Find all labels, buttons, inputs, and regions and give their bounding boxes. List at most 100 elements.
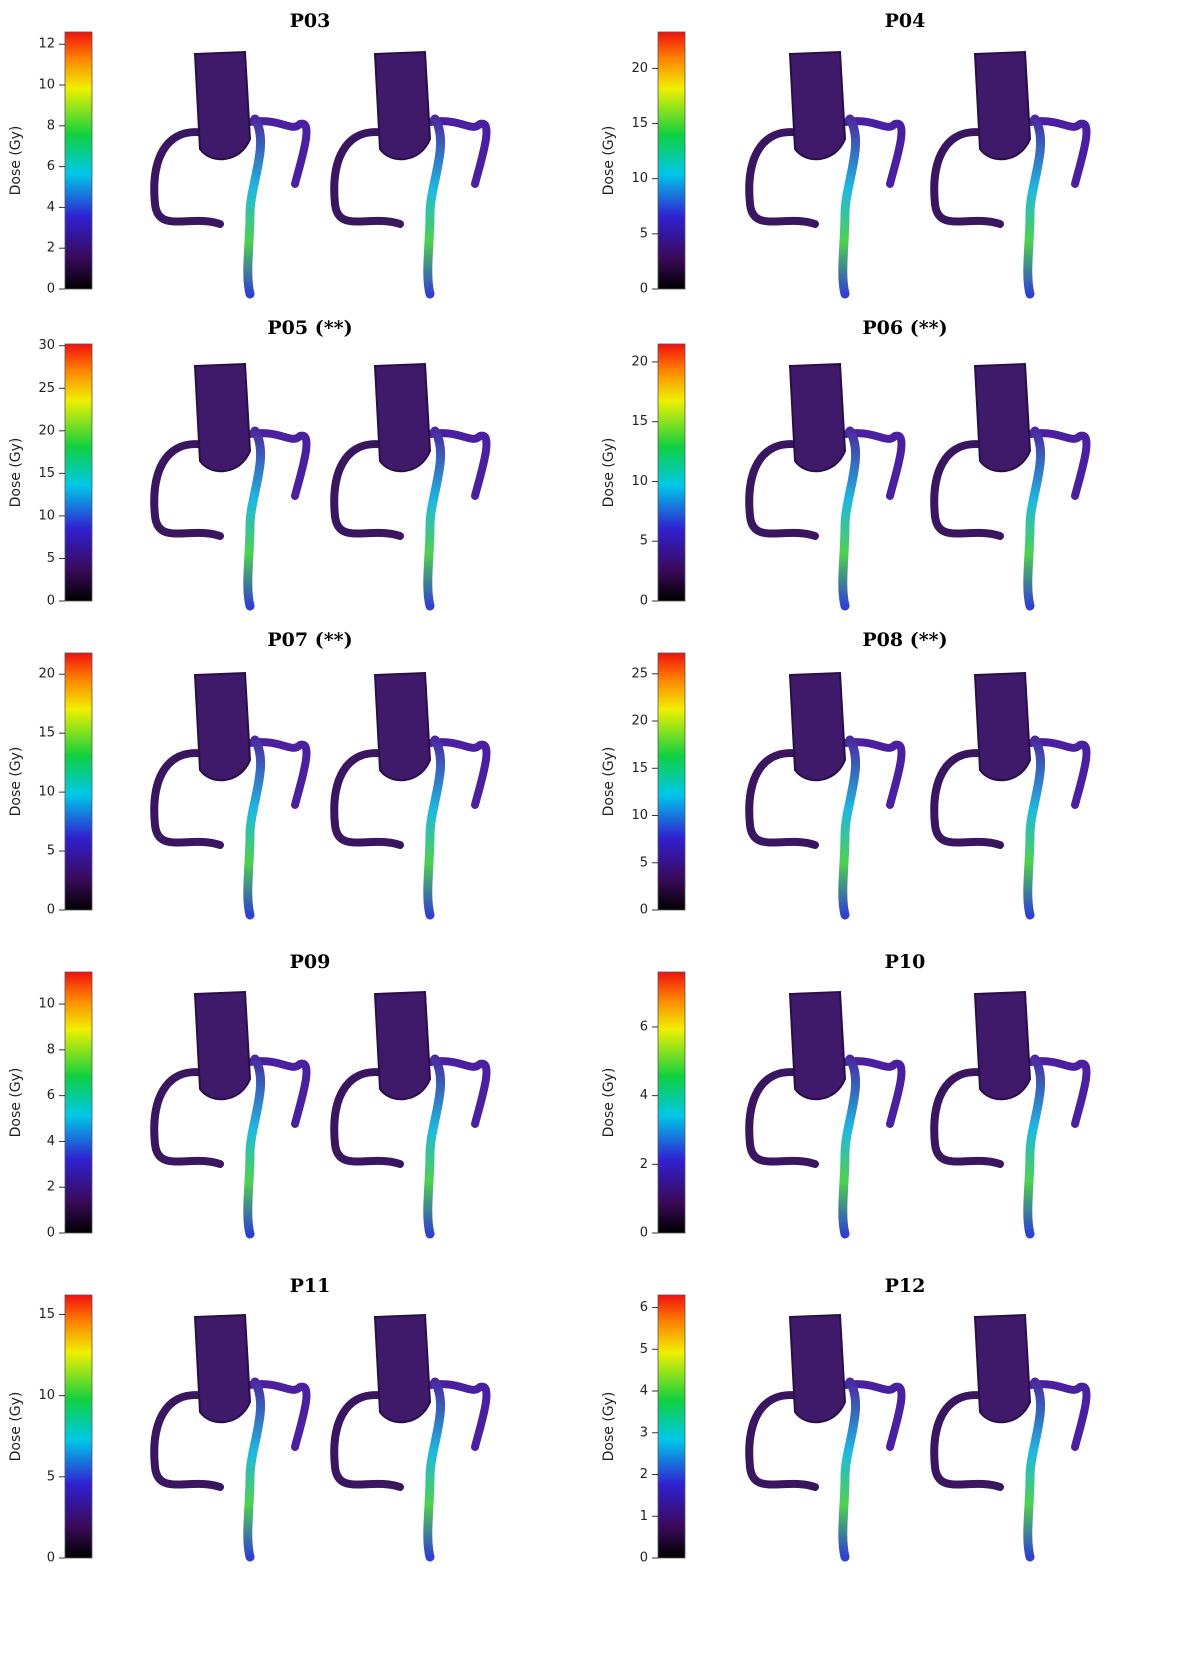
tick-label: 4 — [47, 1134, 55, 1149]
heart-rendering — [745, 1313, 906, 1562]
tick-label: 5 — [47, 551, 55, 566]
panel: Dose (Gy) 0 2 4 6 P10 — [601, 951, 1091, 1241]
tick-label: 6 — [640, 1300, 648, 1315]
panel-title: P12 — [885, 1275, 926, 1297]
vessel-branch — [745, 1068, 819, 1168]
vessel-branch — [930, 128, 1004, 228]
aorta — [973, 671, 1032, 782]
panel: Dose (Gy) 0 2 4 6 8 10 P09 — [8, 951, 491, 1241]
tick-label: 10 — [38, 508, 55, 523]
tick-label: 0 — [640, 1551, 648, 1566]
tick-label: 2 — [47, 241, 55, 256]
colorbar — [657, 652, 686, 911]
colorbar-label: Dose (Gy) — [601, 1392, 617, 1462]
vessel-branch — [330, 1068, 404, 1168]
vessel-branch — [416, 1380, 491, 1451]
tick-label: 20 — [631, 61, 648, 76]
aorta — [973, 362, 1032, 473]
tick-label: 0 — [47, 1551, 55, 1566]
heart-rendering — [330, 990, 491, 1239]
tick-label: 10 — [38, 1388, 55, 1403]
vessel-main — [423, 1054, 446, 1239]
tick-label: 5 — [640, 855, 648, 870]
panel: Dose (Gy) 0 5 10 15 20 P04 — [601, 10, 1091, 299]
vessel-main — [1023, 426, 1046, 611]
panel-title: P08 (**) — [862, 629, 947, 651]
aorta — [788, 362, 847, 473]
aorta — [193, 50, 252, 161]
aorta — [193, 671, 252, 782]
vessel-main — [243, 426, 266, 611]
vessel-branch — [416, 429, 491, 500]
vessel-branch — [150, 128, 224, 228]
vessel-branch — [330, 128, 404, 228]
vessel-branch — [150, 1391, 224, 1491]
heart-rendering — [745, 362, 906, 611]
aorta — [193, 362, 252, 473]
colorbar-label: Dose (Gy) — [8, 438, 24, 508]
vessel-branch — [330, 1391, 404, 1491]
tick-label: 0 — [640, 903, 648, 918]
vessel-branch — [930, 1391, 1004, 1491]
tick-label: 15 — [38, 466, 55, 481]
vessel-branch — [330, 749, 404, 849]
aorta — [193, 1313, 252, 1424]
tick-label: 8 — [47, 1042, 55, 1057]
vessel-branch — [236, 1057, 311, 1128]
tick-label: 2 — [47, 1180, 55, 1195]
vessel-main — [243, 114, 266, 299]
colorbar — [657, 343, 686, 602]
tick-label: 1 — [640, 1509, 648, 1524]
tick-label: 4 — [640, 1088, 648, 1103]
colorbar — [64, 971, 93, 1234]
vessel-branch — [150, 1068, 224, 1168]
vessel-main — [423, 1377, 446, 1562]
vessel-branch — [416, 117, 491, 188]
tick-label: 10 — [631, 474, 648, 489]
vessel-branch — [831, 429, 906, 500]
vessel-main — [838, 426, 861, 611]
vessel-main — [1023, 114, 1046, 299]
panel: Dose (Gy) 0 5 10 15 20 P06 (**) — [601, 317, 1091, 611]
tick-label: 0 — [47, 594, 55, 609]
vessel-branch — [1016, 1380, 1091, 1451]
colorbar — [657, 1294, 686, 1559]
tick-label: 3 — [640, 1425, 648, 1440]
vessel-branch — [831, 1380, 906, 1451]
colorbar-label: Dose (Gy) — [601, 126, 617, 196]
heart-rendering — [930, 50, 1091, 299]
tick-label: 6 — [640, 1019, 648, 1034]
vessel-branch — [1016, 1057, 1091, 1128]
vessel-branch — [1016, 738, 1091, 809]
vessel-branch — [236, 429, 311, 500]
colorbar-label: Dose (Gy) — [8, 747, 24, 817]
panel: Dose (Gy) 0 5 10 15 20 25 P08 (**) — [601, 629, 1091, 920]
vessel-branch — [416, 738, 491, 809]
heart-rendering — [930, 1313, 1091, 1562]
colorbar — [64, 343, 93, 602]
panel: Dose (Gy) 0 5 10 15 20 P07 (**) — [8, 629, 491, 920]
heart-rendering — [150, 1313, 311, 1562]
tick-label: 20 — [631, 354, 648, 369]
vessel-main — [243, 735, 266, 920]
aorta — [973, 990, 1032, 1101]
vessel-branch — [831, 117, 906, 188]
colorbar-label: Dose (Gy) — [601, 438, 617, 508]
tick-label: 0 — [640, 1226, 648, 1241]
aorta — [788, 1313, 847, 1424]
aorta — [373, 990, 432, 1101]
panel: Dose (Gy) 0 5 10 15 P11 — [8, 1275, 491, 1566]
vessel-branch — [930, 749, 1004, 849]
colorbar — [657, 971, 686, 1234]
colorbar-label: Dose (Gy) — [8, 126, 24, 196]
vessel-branch — [930, 1068, 1004, 1168]
vessel-branch — [236, 117, 311, 188]
tick-label: 5 — [640, 534, 648, 549]
tick-label: 4 — [47, 200, 55, 215]
aorta — [788, 671, 847, 782]
panel-title: P09 — [290, 951, 331, 973]
tick-label: 10 — [38, 785, 55, 800]
panel-title: P06 (**) — [862, 317, 947, 339]
tick-label: 0 — [640, 594, 648, 609]
